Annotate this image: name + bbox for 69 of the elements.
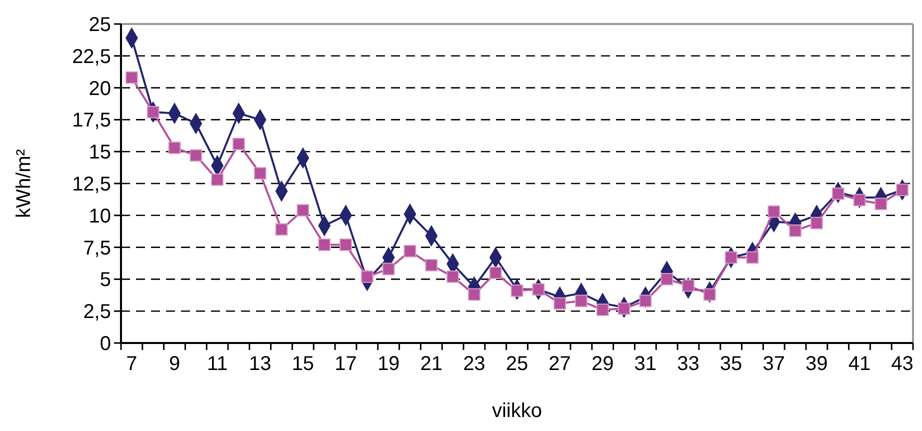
point (146, 106, 160, 118)
point (489, 266, 502, 280)
point (382, 262, 395, 276)
point (575, 294, 588, 308)
point (746, 251, 759, 264)
point (296, 204, 310, 216)
point (340, 238, 352, 251)
x-tick-label: 33 (677, 353, 700, 375)
y-tick-label: 17,5 (72, 110, 111, 132)
x-tick-label: 43 (891, 353, 914, 375)
point (510, 284, 524, 297)
x-tick-label: 21 (420, 353, 443, 375)
point (168, 142, 181, 154)
y-tick-label: 25 (88, 14, 111, 36)
point (832, 188, 844, 200)
x-tick-label: 37 (762, 353, 785, 375)
x-axis-title: viikko (492, 400, 542, 422)
y-tick-label: 10 (88, 205, 111, 228)
point (853, 194, 866, 206)
y-tick-label: 20 (88, 78, 111, 100)
point (596, 304, 609, 316)
x-tick-label: 23 (463, 353, 486, 375)
x-tick-label: 17 (334, 353, 357, 375)
point (703, 288, 716, 301)
point (446, 270, 459, 283)
point (404, 244, 416, 258)
point (724, 251, 738, 264)
y-tick-label: 5 (100, 269, 111, 292)
point (425, 258, 438, 272)
point (318, 238, 331, 251)
point (896, 184, 908, 196)
y-axis-title: kWh/m² (13, 148, 35, 218)
x-tick-label: 9 (168, 353, 180, 375)
x-tick-label: 25 (506, 353, 528, 375)
point (190, 149, 202, 162)
x-tick-label: 35 (720, 353, 742, 375)
x-tick-label: 11 (206, 353, 228, 375)
x-tick-label: 31 (634, 353, 657, 375)
point (618, 302, 630, 315)
point (874, 198, 888, 210)
x-tick-label: 15 (292, 353, 314, 375)
point (126, 71, 138, 84)
y-tick-label: 7,5 (83, 237, 111, 260)
point (232, 138, 245, 150)
x-tick-label: 29 (591, 353, 614, 375)
point (275, 223, 288, 236)
point (660, 273, 674, 286)
x-tick-label: 19 (377, 353, 400, 375)
point (360, 270, 374, 283)
point (468, 288, 480, 301)
point (211, 173, 224, 186)
point (254, 167, 266, 180)
x-tick-label: 41 (848, 353, 871, 375)
y-tick-label: 12,5 (72, 174, 111, 196)
point (768, 205, 780, 218)
point (810, 216, 823, 230)
point (532, 283, 545, 296)
x-tick-label: 13 (249, 353, 272, 375)
y-tick-label: 2,5 (83, 301, 111, 324)
point (639, 294, 652, 308)
y-tick-label: 22,5 (72, 46, 111, 68)
point (789, 224, 802, 237)
y-tick-label: 0 (100, 333, 111, 355)
x-tick-label: 7 (126, 353, 138, 375)
point (554, 297, 566, 310)
x-tick-label: 27 (548, 353, 571, 375)
y-tick-label: 15 (88, 142, 111, 164)
x-tick-label: 39 (806, 353, 828, 375)
point (682, 279, 694, 292)
